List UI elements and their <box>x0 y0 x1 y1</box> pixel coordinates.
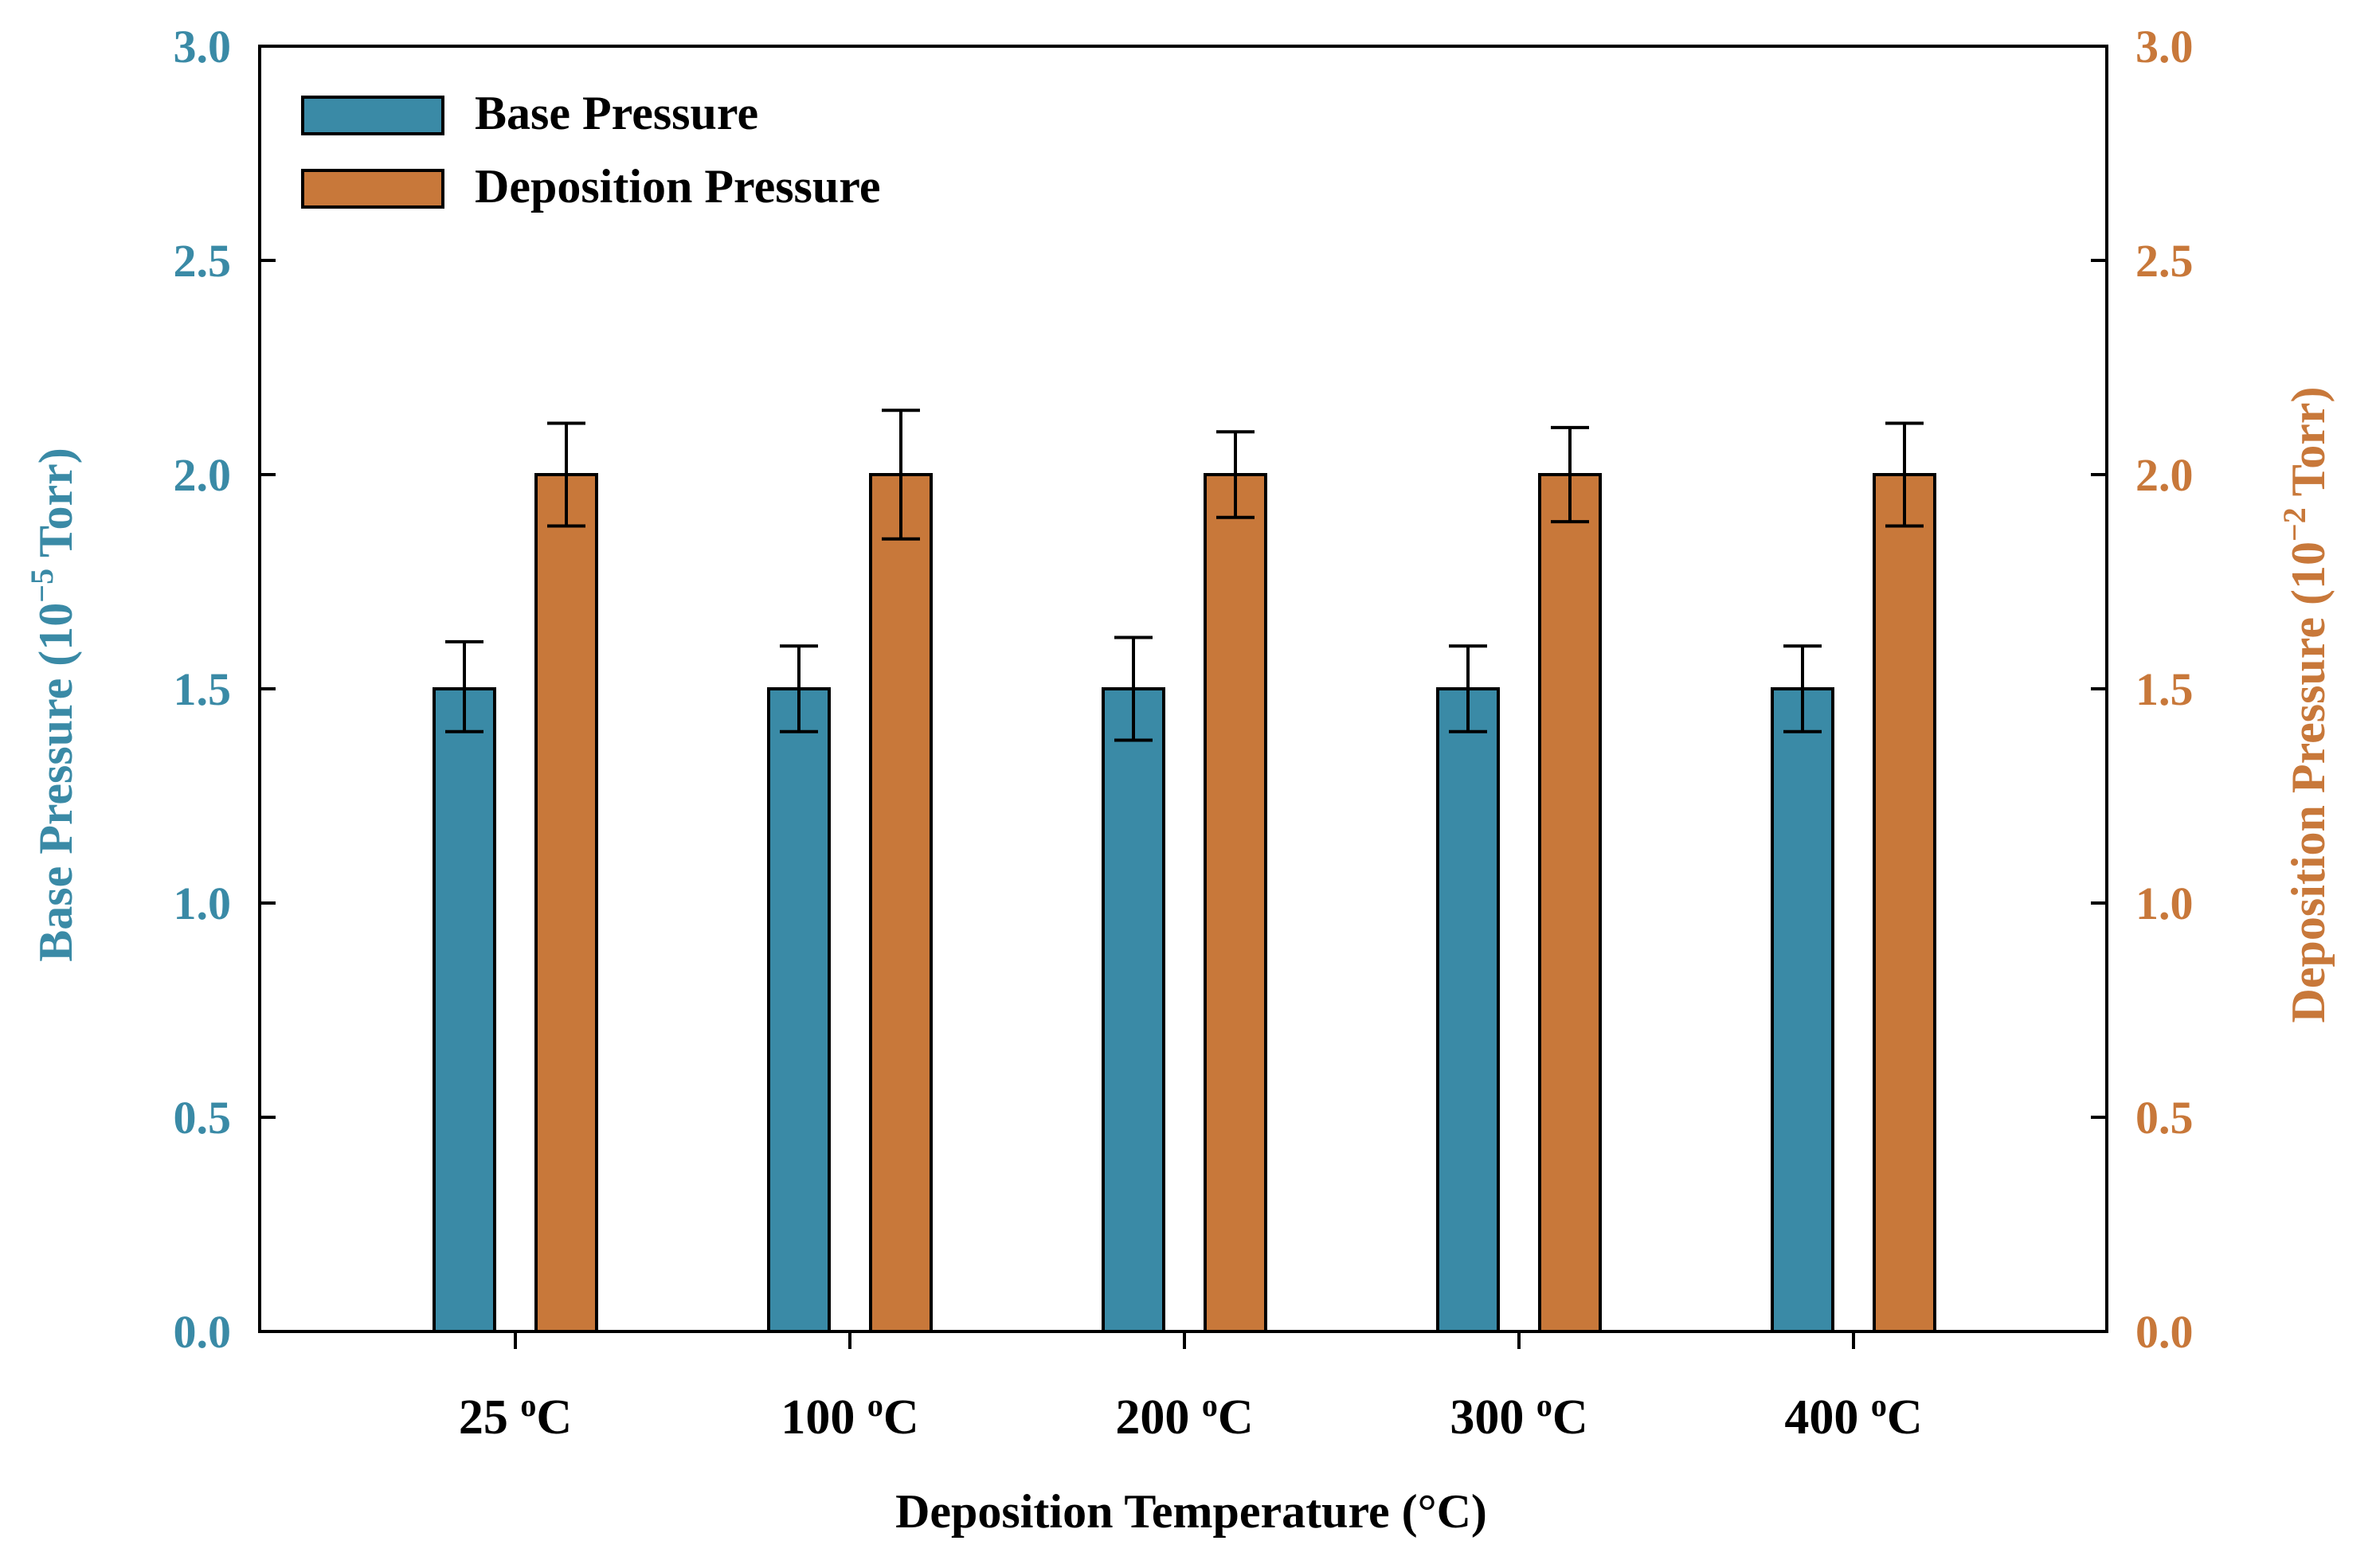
bar-base-25 <box>433 687 496 1333</box>
legend: Base Pressure Deposition Pressure <box>301 87 880 213</box>
bar-deposition-200 <box>1204 473 1267 1333</box>
y-left-tick-label: 0.0 <box>174 1306 232 1358</box>
y-left-tick-label: 1.0 <box>174 878 232 929</box>
y-right-tick-label: 2.0 <box>2135 449 2194 501</box>
bar-base-200 <box>1102 687 1165 1333</box>
y-right-tick-label: 0.0 <box>2135 1306 2194 1358</box>
error-bar-deposition-200 <box>1216 430 1255 519</box>
y-right-tick-label: 1.5 <box>2135 663 2194 715</box>
x-tick-label-300: 300 oC <box>1450 1387 1587 1445</box>
y-left-tick-label: 3.0 <box>174 21 232 72</box>
error-bar-deposition-300 <box>1551 425 1589 524</box>
legend-label: Deposition Pressure <box>475 160 880 213</box>
error-bar-base-25 <box>445 639 483 733</box>
bar-deposition-25 <box>534 473 598 1333</box>
error-bar-base-400 <box>1783 644 1822 733</box>
bar-deposition-100 <box>869 473 933 1333</box>
axis-titles: Deposition Temperature (°C) Base Pressure… <box>24 387 2335 1538</box>
error-bar-base-200 <box>1114 635 1153 742</box>
legend-item-base: Base Pressure <box>301 87 758 139</box>
y-left-tick-label: 2.0 <box>174 449 232 501</box>
axes: 0.0 0.0 0.5 0.5 1.0 1.0 1.5 1.5 2.0 2.0 2.5 2.5 3.0 3… <box>174 21 2194 1445</box>
bar-deposition-400 <box>1873 473 1936 1333</box>
bars <box>433 473 1936 1333</box>
y-right-tick-label: 2.5 <box>2135 235 2194 287</box>
error-bar-deposition-25 <box>547 421 585 528</box>
y-right-tick-label: 3.0 <box>2135 21 2194 72</box>
x-tick-label-400: 400 oC <box>1784 1387 1922 1445</box>
x-axis-title: Deposition Temperature (°C) <box>895 1485 1487 1538</box>
bar-base-400 <box>1771 687 1834 1333</box>
y-right-axis-title: Deposition Pressure (10−2 Torr) <box>2276 387 2335 1023</box>
error-bar-base-100 <box>780 644 818 733</box>
bar-deposition-300 <box>1538 473 1602 1333</box>
y-left-tick-label: 1.5 <box>174 663 232 715</box>
legend-swatch <box>301 96 444 135</box>
x-tick-label-200: 200 oC <box>1115 1387 1253 1445</box>
bar-base-100 <box>767 687 831 1333</box>
y-left-tick-label: 2.5 <box>174 235 232 287</box>
x-tick-label-25: 25 oC <box>459 1387 572 1445</box>
bar-base-300 <box>1436 687 1500 1333</box>
error-bar-deposition-400 <box>1885 421 1924 528</box>
y-right-tick-label: 0.5 <box>2135 1092 2194 1144</box>
legend-label: Base Pressure <box>475 87 758 139</box>
legend-swatch <box>301 169 444 209</box>
error-bar-base-300 <box>1449 644 1487 733</box>
error-bar-deposition-100 <box>882 409 920 541</box>
x-tick-label-100: 100 oC <box>781 1387 918 1445</box>
error-bars <box>445 409 1924 742</box>
y-left-tick-label: 0.5 <box>174 1092 232 1144</box>
y-left-axis-title: Base Pressure (10−5 Torr) <box>24 448 82 962</box>
legend-item-deposition: Deposition Pressure <box>301 160 880 213</box>
y-right-tick-label: 1.0 <box>2135 878 2194 929</box>
